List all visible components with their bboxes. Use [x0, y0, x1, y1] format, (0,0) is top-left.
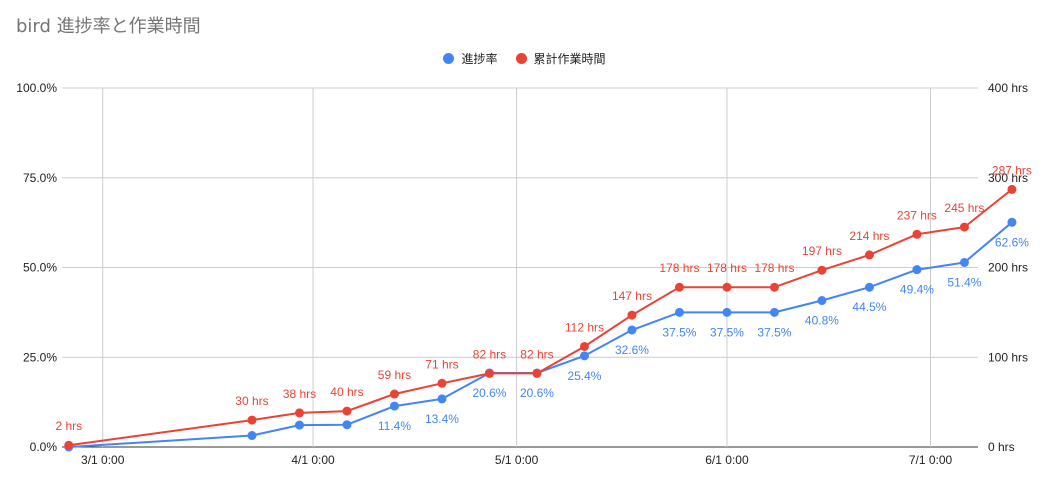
- x-tick-label: 7/1 0:00: [909, 453, 953, 467]
- data-point-progress: [342, 420, 352, 430]
- data-label-hours: 147 hrs: [612, 289, 652, 303]
- data-point-progress: [579, 351, 589, 361]
- data-label-progress: 20.6%: [472, 386, 506, 400]
- data-point-progress: [437, 394, 447, 404]
- chart-title: bird 進捗率と作業時間: [16, 16, 201, 37]
- legend-label-hours: 累計作業時間: [533, 52, 606, 66]
- y-left-tick-label: 25.0%: [23, 350, 57, 364]
- data-point-progress: [627, 325, 637, 335]
- data-label-progress: 32.6%: [615, 343, 649, 357]
- data-point-progress: [912, 265, 922, 275]
- data-point-hours: [627, 310, 637, 320]
- data-label-hours: 245 hrs: [944, 201, 984, 215]
- data-point-hours: [817, 265, 827, 275]
- data-point-progress: [864, 282, 874, 292]
- data-point-progress: [817, 296, 827, 306]
- data-label-progress: 62.6%: [995, 235, 1029, 249]
- legend-item-hours[interactable]: 累計作業時間: [515, 50, 606, 67]
- x-tick-label: 4/1 0:00: [291, 453, 335, 467]
- data-point-hours: [722, 282, 732, 292]
- legend-swatch-progress: [443, 53, 455, 64]
- data-point-hours: [579, 341, 589, 351]
- data-label-hours: 197 hrs: [802, 244, 842, 258]
- data-label-hours: 2 hrs: [55, 419, 82, 433]
- y-right-tick-label: 400 hrs: [988, 81, 1028, 95]
- data-point-hours: [389, 389, 399, 399]
- y-left-tick-label: 50.0%: [23, 261, 57, 275]
- data-label-progress: 37.5%: [757, 325, 791, 339]
- data-point-hours: [674, 282, 684, 292]
- data-label-hours: 59 hrs: [378, 368, 411, 382]
- data-label-hours: 178 hrs: [707, 261, 747, 275]
- data-point-progress: [389, 401, 399, 411]
- series-line-progress: [68, 221, 1013, 448]
- x-tick-label: 3/1 0:00: [81, 453, 125, 467]
- data-point-hours: [1007, 184, 1017, 194]
- data-point-hours: [959, 222, 969, 232]
- data-label-hours: 112 hrs: [565, 320, 604, 334]
- data-label-hours: 71 hrs: [425, 357, 458, 371]
- data-point-hours: [64, 440, 74, 450]
- data-label-progress: 37.5%: [662, 325, 696, 339]
- x-tick-label: 5/1 0:00: [495, 453, 539, 467]
- data-point-progress: [959, 257, 969, 267]
- data-label-hours: 82 hrs: [520, 347, 553, 361]
- data-point-hours: [769, 282, 779, 292]
- data-label-hours: 30 hrs: [235, 394, 268, 408]
- data-point-hours: [437, 378, 447, 388]
- data-point-progress: [722, 307, 732, 317]
- data-point-hours: [294, 408, 304, 418]
- y-right-tick-label: 100 hrs: [988, 350, 1028, 364]
- data-label-hours: 82 hrs: [473, 347, 506, 361]
- data-point-hours: [484, 368, 494, 378]
- legend-label-progress: 進捗率: [461, 52, 498, 66]
- data-point-hours: [247, 415, 257, 425]
- data-point-hours: [532, 368, 542, 378]
- data-label-progress: 37.5%: [710, 325, 744, 339]
- data-label-hours: 287 hrs: [992, 163, 1032, 177]
- data-label-progress: 49.4%: [900, 283, 934, 297]
- data-label-hours: 38 hrs: [283, 387, 316, 401]
- data-label-progress: 40.8%: [805, 314, 839, 328]
- data-point-progress: [674, 307, 684, 317]
- data-label-hours: 178 hrs: [754, 261, 794, 275]
- data-label-progress: 20.6%: [520, 386, 554, 400]
- data-point-progress: [1007, 217, 1017, 227]
- legend-item-progress[interactable]: 進捗率: [443, 50, 498, 67]
- y-right-tick-label: 300 hrs: [988, 171, 1028, 185]
- data-point-hours: [864, 250, 874, 260]
- data-label-hours: 214 hrs: [849, 229, 889, 243]
- data-point-hours: [912, 229, 922, 239]
- data-label-progress: 11.4%: [378, 419, 411, 433]
- data-point-progress: [247, 431, 257, 441]
- series-line-hours: [68, 188, 1013, 447]
- legend: 進捗率 累計作業時間: [0, 50, 1049, 67]
- y-right-tick-label: 0 hrs: [988, 440, 1015, 454]
- data-point-progress: [294, 420, 304, 430]
- data-label-hours: 40 hrs: [330, 385, 363, 399]
- x-tick-label: 6/1 0:00: [705, 453, 749, 467]
- data-label-progress: 25.4%: [567, 369, 601, 383]
- data-label-hours: 178 hrs: [659, 261, 699, 275]
- data-label-progress: 13.4%: [425, 412, 459, 426]
- data-label-progress: 51.4%: [947, 275, 981, 289]
- data-point-hours: [342, 406, 352, 416]
- legend-swatch-hours: [515, 53, 527, 64]
- y-left-tick-label: 100.0%: [16, 81, 57, 95]
- y-left-tick-label: 75.0%: [23, 171, 57, 185]
- data-label-hours: 237 hrs: [897, 208, 937, 222]
- y-right-tick-label: 200 hrs: [988, 261, 1028, 275]
- y-left-tick-label: 0.0%: [30, 440, 58, 454]
- data-label-progress: 44.5%: [852, 300, 886, 314]
- data-point-progress: [769, 307, 779, 317]
